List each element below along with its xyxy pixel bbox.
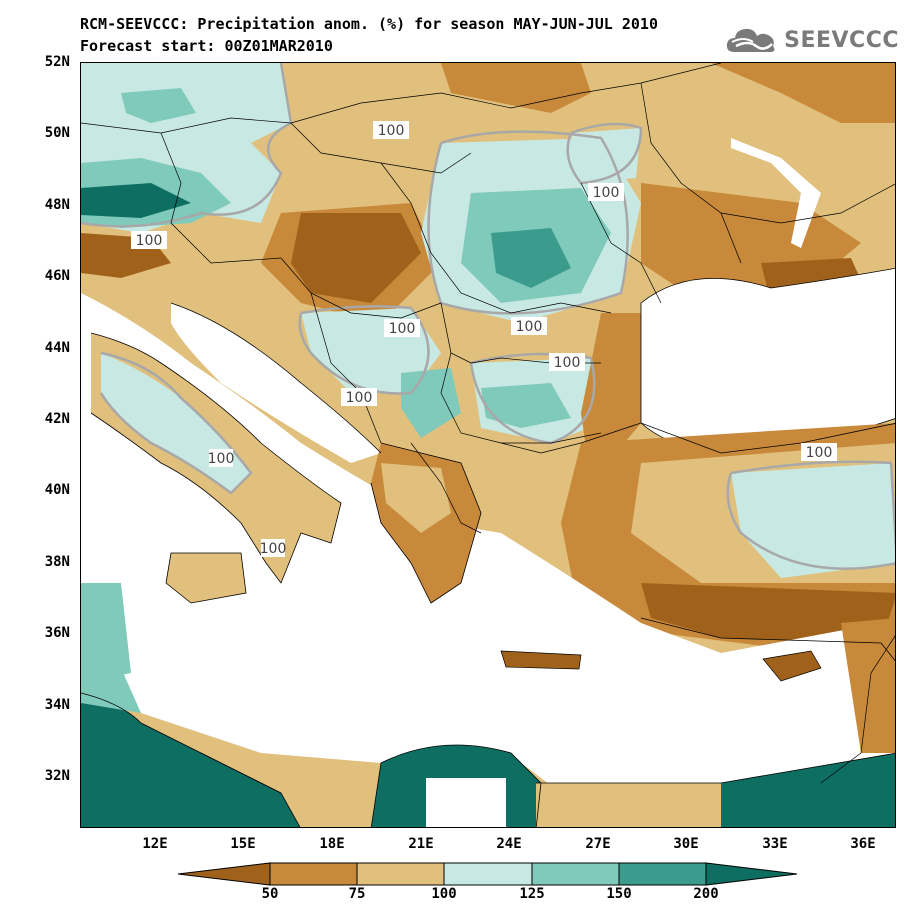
lat-label: 50N bbox=[44, 125, 70, 141]
legend-swatch bbox=[356, 862, 445, 886]
lat-label: 34N bbox=[44, 697, 70, 713]
libya-coast-wet-light bbox=[81, 663, 141, 713]
sicily bbox=[166, 553, 246, 603]
lon-label: 18E bbox=[319, 836, 345, 852]
legend-colorbar bbox=[178, 862, 798, 886]
lat-label: 46N bbox=[44, 268, 70, 284]
contour-label: 100 bbox=[593, 185, 620, 201]
contour-label: 100 bbox=[208, 451, 235, 467]
libya-coast-wet bbox=[81, 693, 300, 827]
gap-area bbox=[426, 778, 506, 827]
egypt-coast-wet bbox=[721, 753, 895, 827]
legend-tick-label: 75 bbox=[348, 886, 366, 902]
lon-label: 21E bbox=[408, 836, 434, 852]
lat-label: 44N bbox=[44, 340, 70, 356]
lat-label: 48N bbox=[44, 197, 70, 213]
levant-dry bbox=[841, 618, 895, 753]
legend-tick-label: 50 bbox=[261, 886, 279, 902]
lon-label: 15E bbox=[230, 836, 256, 852]
greece-light bbox=[381, 463, 451, 533]
lon-label: 33E bbox=[762, 836, 788, 852]
egypt-coast-dry bbox=[536, 783, 721, 827]
dry-top-right bbox=[711, 63, 895, 123]
adriatic-sea bbox=[171, 303, 381, 463]
contour-100-lines bbox=[81, 63, 895, 570]
map-title: RCM-SEEVCCC: Precipitation anom. (%) for… bbox=[80, 15, 658, 33]
contour-label: 100 bbox=[378, 123, 405, 139]
country-borders bbox=[81, 63, 895, 794]
cyprus bbox=[762, 650, 822, 682]
legend-swatch bbox=[269, 862, 358, 886]
wet-core-bulgaria bbox=[481, 383, 571, 428]
logo-text: SEEVCCC bbox=[784, 27, 899, 53]
contour-label-group: 100 100 100 100 100 100 100 100 100 100 bbox=[131, 121, 837, 557]
dry-top-center bbox=[441, 63, 591, 113]
legend-swatch bbox=[531, 862, 620, 886]
legend-swatch bbox=[705, 862, 798, 886]
seevccc-logo: SEEVCCC bbox=[726, 26, 899, 54]
coastlines bbox=[81, 302, 895, 827]
forecast-start-label: Forecast start: 00Z01MAR2010 bbox=[80, 37, 333, 55]
lon-label: 30E bbox=[673, 836, 699, 852]
contour-label: 100 bbox=[346, 390, 373, 406]
dry-strong-anatolia-south bbox=[641, 583, 895, 643]
contour-label: 100 bbox=[260, 541, 287, 557]
lon-label: 12E bbox=[142, 836, 168, 852]
sardinia-wet bbox=[81, 583, 131, 683]
lon-label: 36E bbox=[850, 836, 876, 852]
lat-label: 36N bbox=[44, 625, 70, 641]
lon-label: 27E bbox=[585, 836, 611, 852]
lat-label: 32N bbox=[44, 768, 70, 784]
lon-label: 24E bbox=[496, 836, 522, 852]
legend-swatch bbox=[618, 862, 707, 886]
lat-label: 40N bbox=[44, 482, 70, 498]
contour-label: 100 bbox=[516, 319, 543, 335]
legend-swatch bbox=[443, 862, 533, 886]
legend-tick-label: 125 bbox=[519, 886, 545, 902]
wet-strong-romania bbox=[491, 228, 571, 288]
contour-label: 100 bbox=[806, 445, 833, 461]
lat-label: 52N bbox=[44, 54, 70, 70]
crete bbox=[500, 650, 582, 670]
contour-label: 100 bbox=[554, 355, 581, 371]
dry-core-hungary bbox=[291, 213, 421, 303]
legend-tick-label: 200 bbox=[693, 886, 719, 902]
wet-strong-west bbox=[81, 183, 191, 218]
legend-tick-label: 150 bbox=[606, 886, 632, 902]
wet-spot-nw bbox=[121, 88, 196, 123]
legend-tick-label: 100 bbox=[431, 886, 457, 902]
precipitation-anomaly-map: 100 100 100 100 100 100 100 100 100 100 bbox=[80, 62, 896, 828]
cloud-icon bbox=[727, 28, 775, 52]
mediterranean-sea bbox=[81, 293, 895, 823]
contour-label: 100 bbox=[389, 321, 416, 337]
wet-anatolia bbox=[731, 463, 895, 578]
map-canvas: 100 100 100 100 100 100 100 100 100 100 bbox=[81, 63, 895, 827]
legend-swatch bbox=[178, 862, 271, 886]
contour-label: 100 bbox=[136, 233, 163, 249]
lat-label: 38N bbox=[44, 554, 70, 570]
missing-data-ukraine bbox=[731, 138, 821, 248]
lat-label: 42N bbox=[44, 411, 70, 427]
